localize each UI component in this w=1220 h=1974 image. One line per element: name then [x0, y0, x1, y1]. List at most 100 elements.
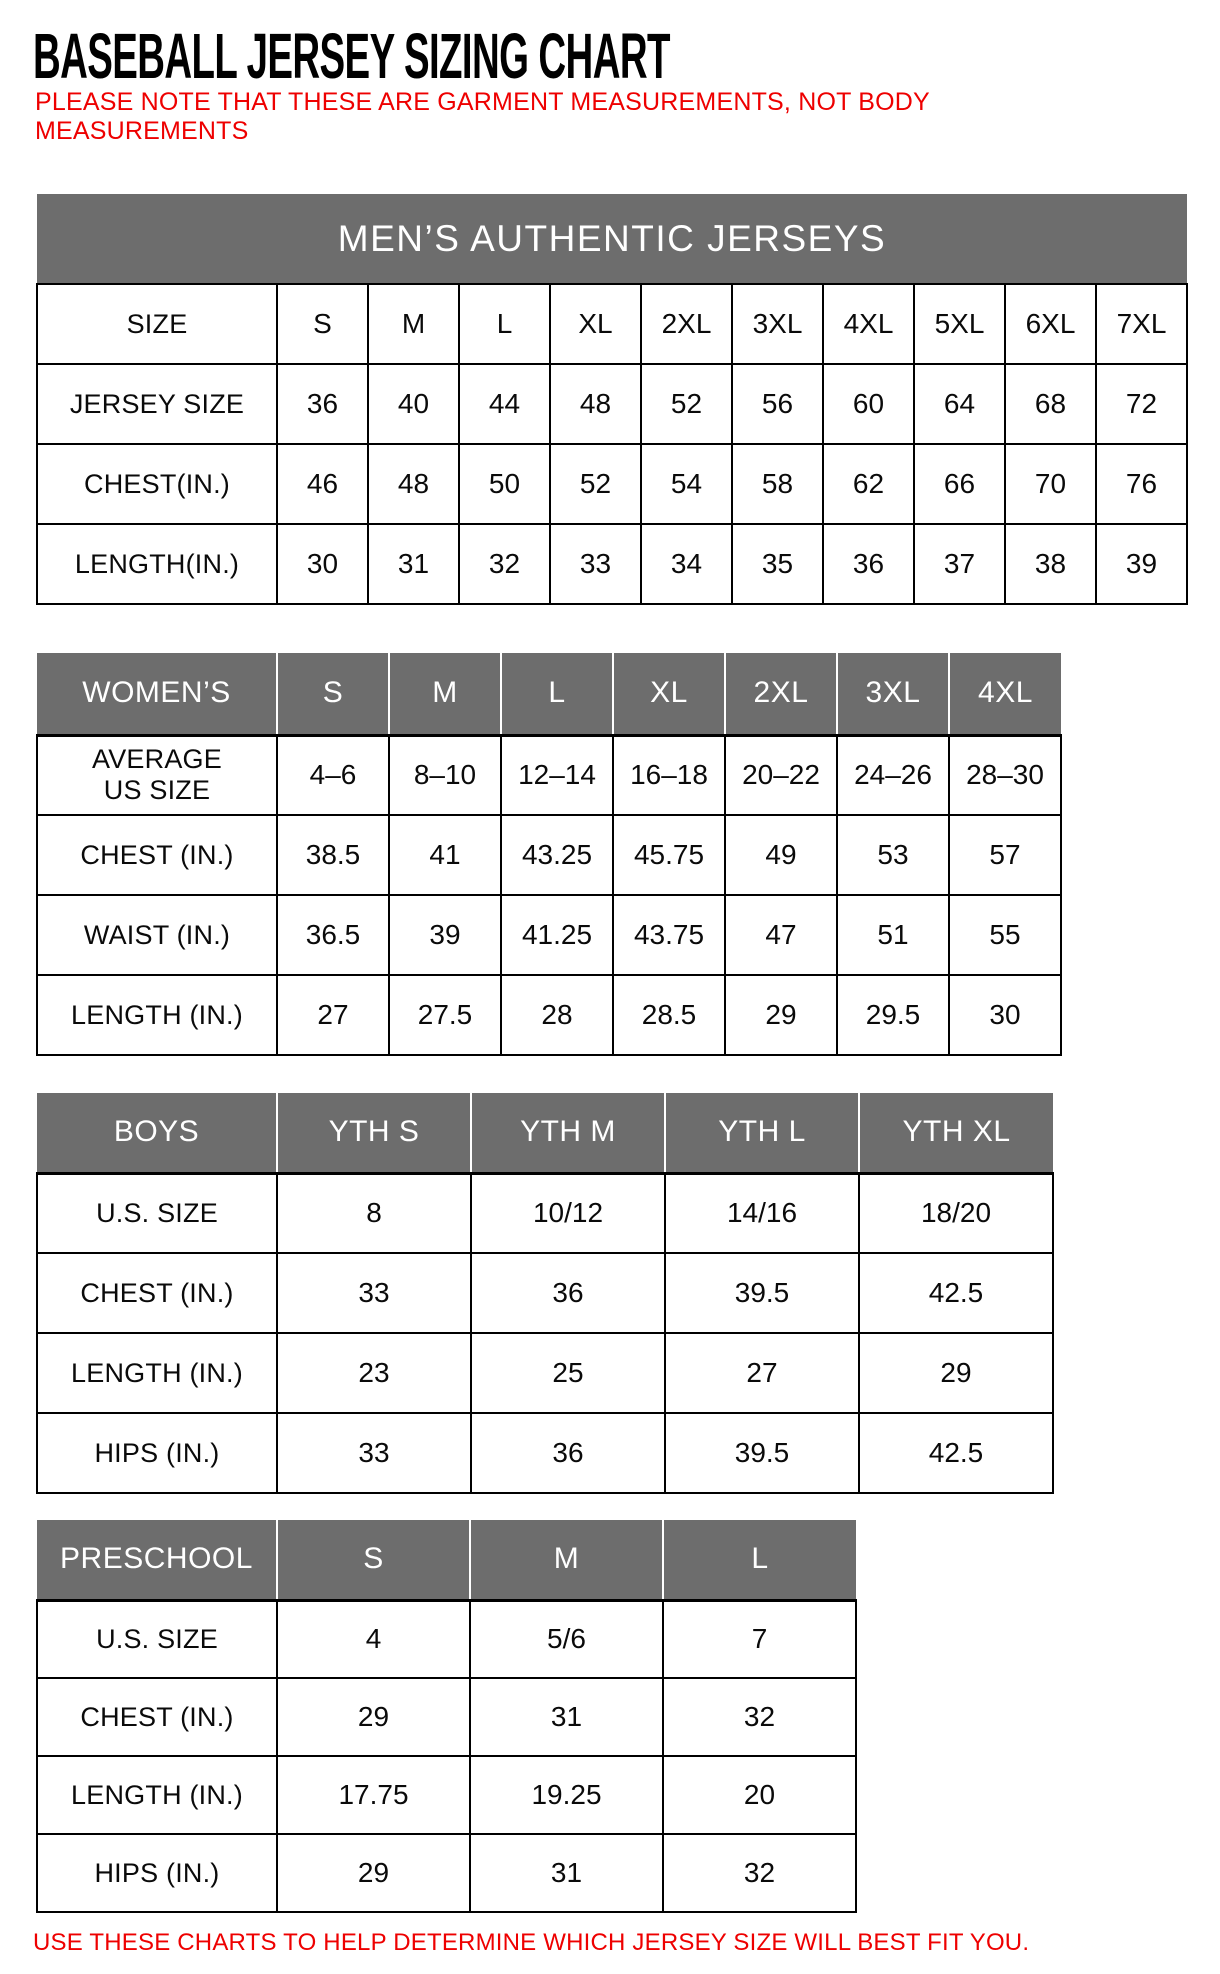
- mens-value-cell: M: [367, 283, 460, 365]
- boys-header-cell: YTH XL: [858, 1093, 1053, 1175]
- preschool-row-label: U.S. SIZE: [36, 1599, 278, 1679]
- womens-value-cell: 16–18: [612, 734, 726, 816]
- preschool-value-cell: 20: [662, 1755, 857, 1835]
- womens-value-cell: 51: [836, 894, 950, 976]
- mens-value-cell: 76: [1095, 443, 1188, 525]
- boys-value-cell: 23: [276, 1332, 472, 1414]
- mens-sizing-table: MEN’S AUTHENTIC JERSEYS SIZE S M L XL 2XL 3XL 4X…: [36, 194, 1188, 605]
- boys-value-cell: 33: [276, 1412, 472, 1494]
- mens-value-cell: 34: [640, 523, 733, 605]
- boys-row-label: U.S. SIZE: [36, 1172, 278, 1254]
- mens-value-cell: 52: [549, 443, 642, 525]
- preschool-header-cell: L: [662, 1520, 856, 1602]
- boys-value-cell: 39.5: [664, 1252, 860, 1334]
- mens-value-cell: 39: [1095, 523, 1188, 605]
- mens-value-cell: 40: [367, 363, 460, 445]
- footer-note: USE THESE CHARTS TO HELP DETERMINE WHICH…: [33, 1929, 1030, 1956]
- womens-value-cell: 45.75: [612, 814, 726, 896]
- mens-value-cell: 36: [822, 523, 915, 605]
- womens-value-cell: 28: [500, 974, 614, 1056]
- boys-row-label: CHEST (IN.): [36, 1252, 278, 1334]
- womens-row-label: LENGTH (IN.): [36, 974, 278, 1056]
- womens-header-cell: XL: [612, 653, 725, 737]
- boys-row-label: HIPS (IN.): [36, 1412, 278, 1494]
- mens-value-cell: 5XL: [913, 283, 1006, 365]
- mens-value-cell: 50: [458, 443, 551, 525]
- womens-header-cell: M: [388, 653, 501, 737]
- mens-row-label: JERSEY SIZE: [36, 363, 278, 445]
- boys-value-cell: 42.5: [858, 1252, 1054, 1334]
- womens-value-cell: 53: [836, 814, 950, 896]
- womens-value-cell: 24–26: [836, 734, 950, 816]
- womens-value-cell: 49: [724, 814, 838, 896]
- mens-value-cell: 2XL: [640, 283, 733, 365]
- mens-value-cell: 35: [731, 523, 824, 605]
- boys-header-cell: YTH S: [276, 1093, 471, 1175]
- womens-sizing-table: WOMEN’S S M L XL 2XL 3XL 4XL AVERAGE US SIZE 4–6 8–…: [36, 653, 1062, 1056]
- womens-value-cell: 4–6: [276, 734, 390, 816]
- mens-value-cell: 68: [1004, 363, 1097, 445]
- womens-value-cell: 30: [948, 974, 1062, 1056]
- womens-header-cell: S: [276, 653, 389, 737]
- womens-value-cell: 55: [948, 894, 1062, 976]
- womens-header-cell: 2XL: [724, 653, 837, 737]
- womens-value-cell: 8–10: [388, 734, 502, 816]
- preschool-header-label: PRESCHOOL: [37, 1520, 277, 1602]
- womens-value-cell: 20–22: [724, 734, 838, 816]
- womens-header-label: WOMEN’S: [37, 653, 277, 737]
- preschool-value-cell: 31: [469, 1677, 664, 1757]
- mens-value-cell: S: [276, 283, 369, 365]
- mens-value-cell: 38: [1004, 523, 1097, 605]
- preschool-value-cell: 5/6: [469, 1599, 664, 1679]
- boys-value-cell: 10/12: [470, 1172, 666, 1254]
- mens-value-cell: 72: [1095, 363, 1188, 445]
- mens-value-cell: 37: [913, 523, 1006, 605]
- womens-value-cell: 36.5: [276, 894, 390, 976]
- mens-value-cell: 48: [549, 363, 642, 445]
- womens-row-label: AVERAGE US SIZE: [36, 734, 278, 816]
- womens-row-label: CHEST (IN.): [36, 814, 278, 896]
- mens-value-cell: 32: [458, 523, 551, 605]
- mens-row-label: CHEST(IN.): [36, 443, 278, 525]
- preschool-value-cell: 32: [662, 1677, 857, 1757]
- womens-value-cell: 28–30: [948, 734, 1062, 816]
- mens-row-label: SIZE: [36, 283, 278, 365]
- preschool-row-label: HIPS (IN.): [36, 1833, 278, 1913]
- womens-value-cell: 41.25: [500, 894, 614, 976]
- mens-value-cell: 52: [640, 363, 733, 445]
- preschool-value-cell: 29: [276, 1677, 471, 1757]
- mens-value-cell: 7XL: [1095, 283, 1188, 365]
- preschool-header-cell: S: [276, 1520, 470, 1602]
- boys-value-cell: 36: [470, 1252, 666, 1334]
- mens-value-cell: 58: [731, 443, 824, 525]
- mens-value-cell: 6XL: [1004, 283, 1097, 365]
- mens-value-cell: 54: [640, 443, 733, 525]
- mens-value-cell: XL: [549, 283, 642, 365]
- mens-value-cell: 30: [276, 523, 369, 605]
- boys-value-cell: 8: [276, 1172, 472, 1254]
- womens-value-cell: 47: [724, 894, 838, 976]
- boys-value-cell: 33: [276, 1252, 472, 1334]
- mens-value-cell: 56: [731, 363, 824, 445]
- mens-value-cell: 60: [822, 363, 915, 445]
- preschool-value-cell: 17.75: [276, 1755, 471, 1835]
- boys-value-cell: 27: [664, 1332, 860, 1414]
- mens-value-cell: 36: [276, 363, 369, 445]
- preschool-value-cell: 31: [469, 1833, 664, 1913]
- womens-value-cell: 43.25: [500, 814, 614, 896]
- boys-value-cell: 42.5: [858, 1412, 1054, 1494]
- womens-value-cell: 27: [276, 974, 390, 1056]
- preschool-header-cell: M: [469, 1520, 663, 1602]
- page-title-text: BASEBALL JERSEY SIZING CHART: [33, 20, 670, 92]
- boys-value-cell: 36: [470, 1412, 666, 1494]
- boys-value-cell: 18/20: [858, 1172, 1054, 1254]
- boys-header-label: BOYS: [37, 1093, 277, 1175]
- preschool-value-cell: 7: [662, 1599, 857, 1679]
- mens-value-cell: 48: [367, 443, 460, 525]
- boys-header-cell: YTH M: [470, 1093, 665, 1175]
- boys-value-cell: 14/16: [664, 1172, 860, 1254]
- womens-header-cell: L: [500, 653, 613, 737]
- womens-value-cell: 27.5: [388, 974, 502, 1056]
- boys-header-cell: YTH L: [664, 1093, 859, 1175]
- mens-value-cell: 70: [1004, 443, 1097, 525]
